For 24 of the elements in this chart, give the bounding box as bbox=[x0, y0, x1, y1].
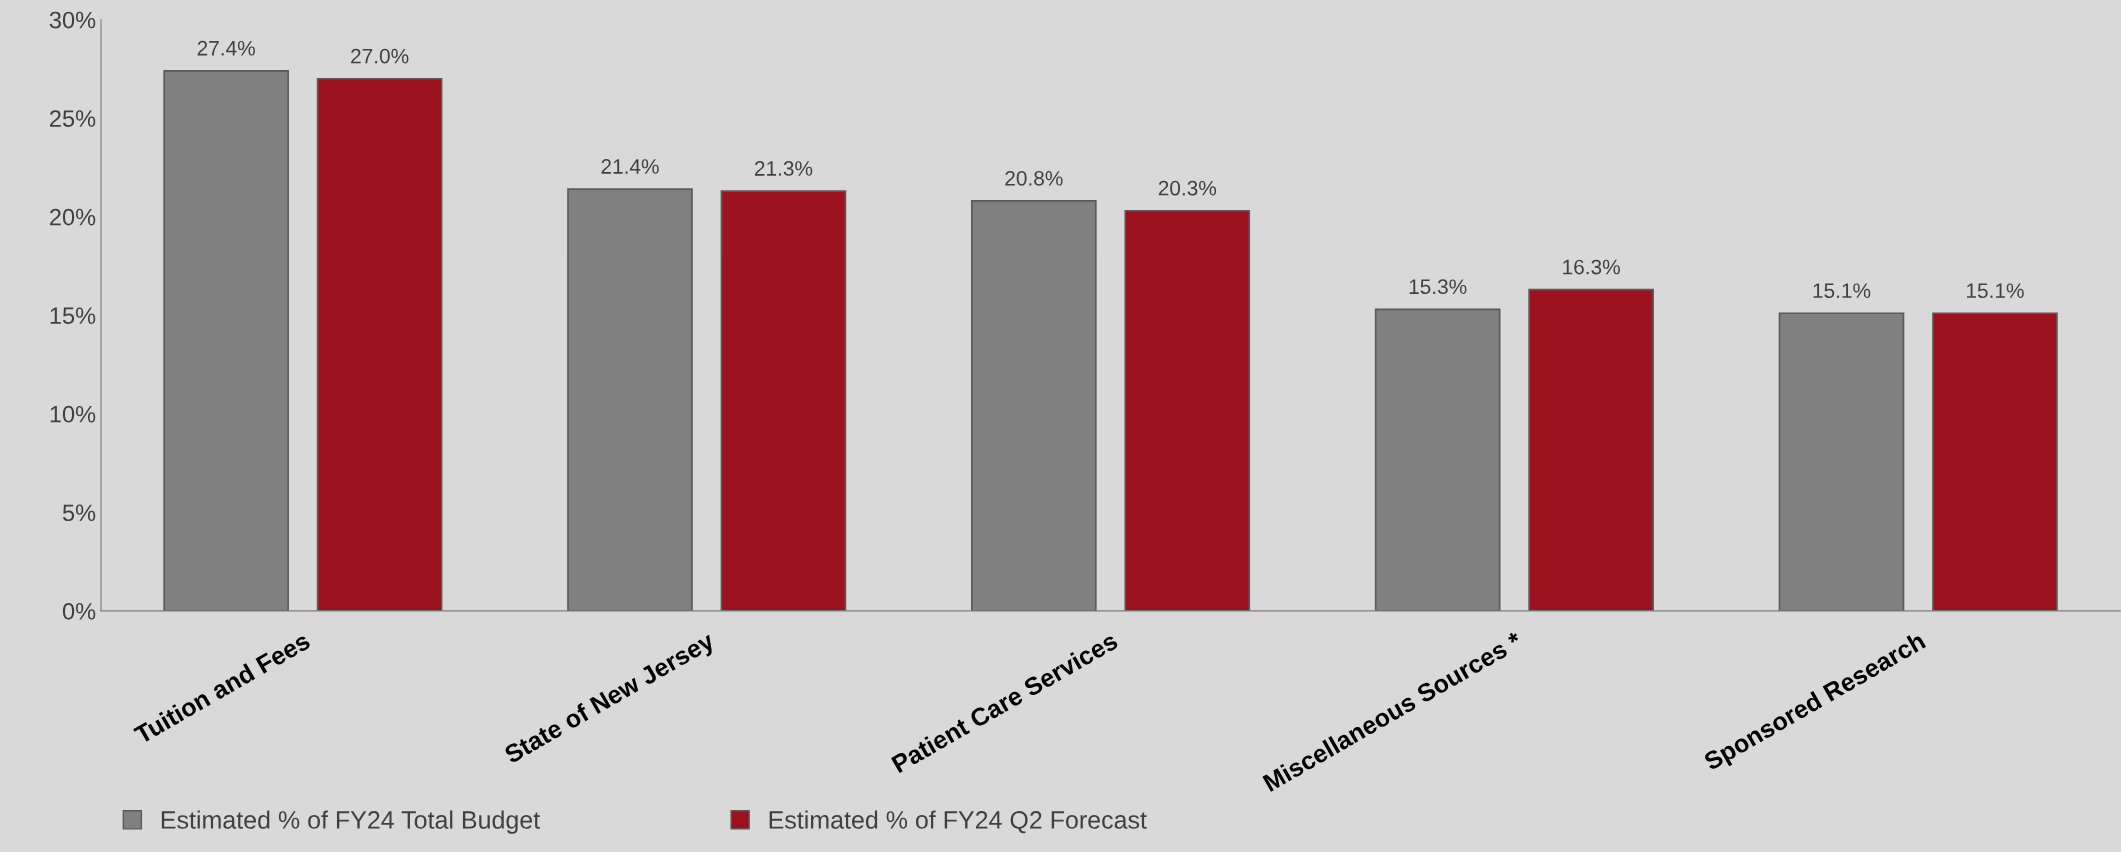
data-label: 21.4% bbox=[601, 159, 659, 174]
y-tick-label: 5% bbox=[62, 504, 96, 522]
data-label: 16.3% bbox=[1563, 259, 1620, 275]
y-tick-label: 25% bbox=[50, 110, 96, 127]
bar bbox=[720, 190, 847, 611]
data-label: 20.8% bbox=[1005, 170, 1063, 186]
data-label: 27.0% bbox=[351, 48, 409, 64]
bar bbox=[1124, 209, 1251, 611]
data-label: 27.4% bbox=[197, 40, 255, 56]
y-tick-label: 10% bbox=[50, 405, 96, 423]
y-tick-label: 15% bbox=[50, 307, 96, 325]
legend-label: Estimated % of FY24 Q2 Forecast bbox=[769, 810, 1147, 834]
data-label: 15.3% bbox=[1409, 279, 1467, 295]
data-label: 15.1% bbox=[1813, 283, 1871, 299]
bar bbox=[1528, 288, 1654, 611]
bar bbox=[316, 77, 443, 611]
bar bbox=[1932, 312, 2058, 611]
y-tick-label: 20% bbox=[50, 208, 96, 226]
y-tick-label: 30% bbox=[49, 11, 96, 29]
data-label: 20.3% bbox=[1158, 180, 1217, 196]
data-label: 15.1% bbox=[1967, 283, 2024, 299]
data-label: 21.3% bbox=[754, 161, 813, 176]
legend-label: Estimated % of FY24 Total Budget bbox=[161, 810, 540, 834]
y-tick-label: 0% bbox=[62, 602, 96, 620]
